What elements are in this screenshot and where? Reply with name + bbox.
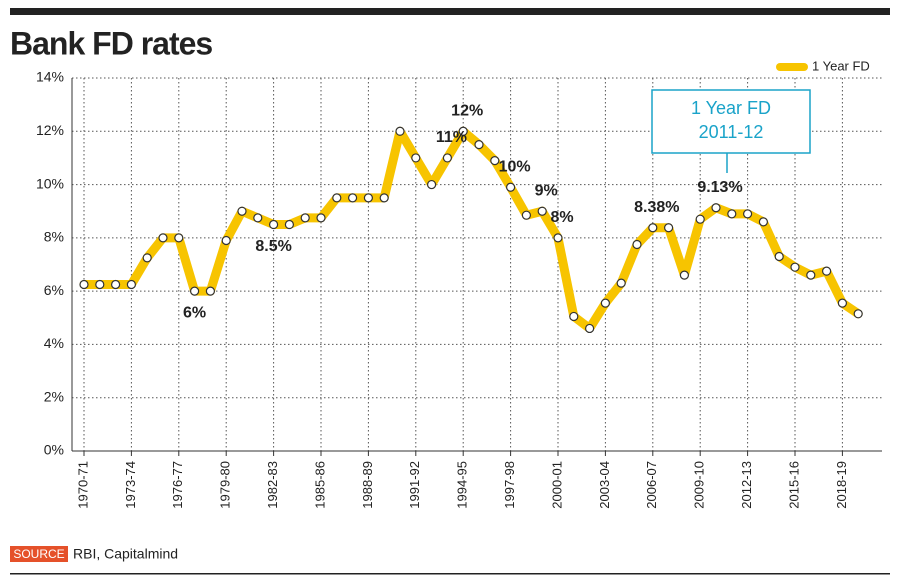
annotation-text: 2011-12: [699, 122, 764, 142]
data-label: 11%: [436, 129, 467, 146]
data-label: 9.13%: [697, 179, 742, 196]
source-tag-bg: [10, 546, 68, 562]
point: [158, 233, 168, 243]
x-tick-label: 1997-98: [502, 461, 517, 509]
point: [126, 279, 136, 290]
point: [537, 206, 547, 216]
chart-title: Bank FD rates: [10, 25, 212, 61]
point: [300, 213, 310, 223]
point: [490, 155, 500, 166]
y-tick-label: 14%: [36, 69, 64, 85]
source-text: RBI, Capitalmind: [73, 546, 178, 562]
point: [774, 251, 784, 262]
y-tick-label: 4%: [44, 335, 64, 351]
point: [411, 153, 421, 163]
point: [395, 126, 405, 136]
bottom-rule: [10, 573, 890, 575]
data-label: 8.38%: [634, 199, 679, 216]
x-tick-label: 1976-77: [170, 461, 185, 509]
point: [79, 279, 89, 290]
data-label: 6%: [183, 304, 206, 321]
data-label: 12%: [451, 103, 483, 120]
point: [806, 270, 816, 280]
point: [711, 203, 721, 213]
x-tick-label: 2015-16: [786, 461, 801, 509]
point: [569, 311, 579, 322]
point: [821, 266, 832, 276]
point: [458, 126, 468, 136]
y-tick-label: 6%: [44, 282, 64, 298]
point: [348, 193, 358, 203]
point: [253, 213, 263, 223]
x-tick-label: 1982-83: [265, 461, 280, 509]
x-tick-label: 1991-92: [407, 461, 422, 509]
source-tag: SOURCE: [13, 547, 64, 561]
point: [679, 270, 690, 280]
x-tick-label: 1970-71: [75, 461, 90, 509]
point: [379, 193, 389, 203]
y-tick-label: 10%: [36, 175, 64, 191]
point: [205, 286, 215, 296]
y-tick-label: 8%: [44, 229, 64, 245]
point: [110, 279, 121, 290]
point: [727, 209, 737, 219]
x-tick-label: 2000-01: [549, 461, 564, 509]
x-tick-label: 2009-10: [692, 461, 707, 509]
point: [284, 219, 294, 230]
point: [442, 153, 452, 163]
point: [695, 214, 705, 224]
point: [853, 309, 863, 319]
x-tick-label: 2006-07: [644, 461, 659, 509]
point: [316, 213, 326, 223]
point: [506, 182, 516, 192]
data-label: 9%: [535, 182, 558, 199]
point: [427, 179, 437, 190]
point: [237, 206, 247, 216]
x-tick-label: 2012-13: [739, 461, 754, 509]
point: [553, 233, 563, 243]
y-tick-label: 0%: [44, 442, 64, 458]
x-tick-label: 1973-74: [123, 461, 138, 509]
x-tick-label: 2018-19: [834, 461, 849, 509]
point: [474, 140, 484, 150]
point: [521, 210, 532, 220]
data-label: 8%: [550, 209, 573, 226]
annotation-text: 1 Year FD: [691, 98, 771, 118]
y-tick-label: 12%: [36, 122, 64, 138]
point: [269, 219, 279, 230]
point: [363, 193, 373, 203]
point: [142, 253, 152, 263]
annotation-box: [651, 89, 811, 154]
point: [790, 262, 800, 272]
point: [332, 193, 342, 203]
point: [600, 298, 611, 308]
point: [95, 279, 105, 290]
point: [174, 233, 184, 243]
point: [837, 298, 848, 308]
x-tick-label: 2003-04: [597, 461, 612, 509]
point: [742, 209, 753, 219]
point: [632, 239, 642, 250]
point: [663, 223, 674, 233]
legend-label: 1 Year FD: [812, 58, 870, 73]
x-tick-label: 1994-95: [455, 461, 470, 509]
point: [648, 223, 658, 233]
x-tick-label: 1988-89: [360, 461, 375, 509]
series-line: [79, 126, 863, 333]
data-label: 10%: [499, 158, 531, 175]
point: [190, 286, 200, 296]
point: [584, 323, 595, 334]
top-rule: [10, 8, 890, 15]
point: [221, 235, 231, 246]
point: [616, 278, 626, 288]
data-label: 8.5%: [255, 238, 291, 255]
point: [758, 217, 769, 227]
x-tick-label: 1985-86: [312, 461, 327, 509]
x-tick-label: 1979-80: [218, 461, 233, 509]
y-tick-label: 2%: [44, 388, 64, 404]
